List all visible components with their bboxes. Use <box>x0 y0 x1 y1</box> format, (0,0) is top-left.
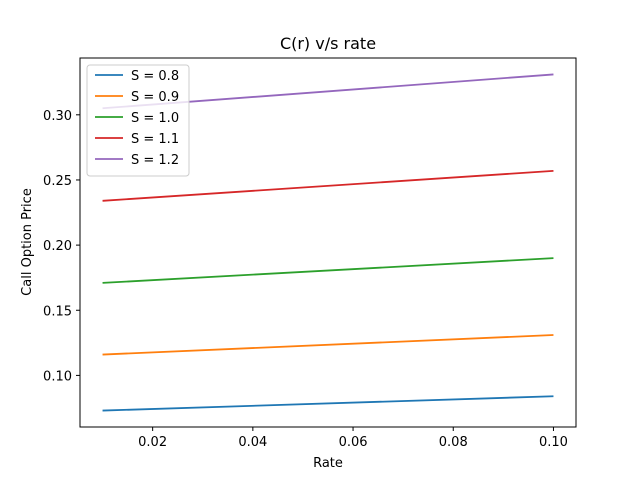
x-tick-label: 0.10 <box>539 435 568 450</box>
x-axis-label: Rate <box>313 456 343 471</box>
plot-area <box>102 73 554 412</box>
axes-frame <box>79 57 577 428</box>
y-axis-label: Call Option Price <box>20 188 35 296</box>
y-tick-label: 0.25 <box>43 174 72 189</box>
series-line-4 <box>102 169 554 202</box>
x-tick-label: 0.02 <box>138 435 167 450</box>
series-line-1 <box>102 395 554 412</box>
chart-title: C(r) v/s rate <box>280 34 376 53</box>
legend-label-1: S = 0.8 <box>131 69 179 84</box>
y-tick-label: 0.30 <box>43 109 72 124</box>
legend: S = 0.8 S = 0.9 S = 1.0 S = 1.1 S = 1.2 <box>86 64 190 177</box>
y-axis: 0.10 0.15 0.20 0.25 0.30 <box>43 109 80 384</box>
x-axis: 0.02 0.04 0.06 0.08 0.10 <box>138 427 568 450</box>
legend-label-3: S = 1.0 <box>131 111 179 126</box>
y-tick-label: 0.15 <box>43 304 72 319</box>
y-tick-label: 0.10 <box>43 369 72 384</box>
x-tick-label: 0.04 <box>238 435 267 450</box>
y-tick-label: 0.20 <box>43 239 72 254</box>
series-line-3 <box>102 257 554 284</box>
legend-label-4: S = 1.1 <box>131 132 179 147</box>
series-line-2 <box>102 334 554 356</box>
legend-label-5: S = 1.2 <box>131 153 179 168</box>
x-tick-label: 0.08 <box>439 435 468 450</box>
legend-label-2: S = 0.9 <box>131 90 179 105</box>
x-tick-label: 0.06 <box>339 435 368 450</box>
legend-box <box>86 64 190 177</box>
